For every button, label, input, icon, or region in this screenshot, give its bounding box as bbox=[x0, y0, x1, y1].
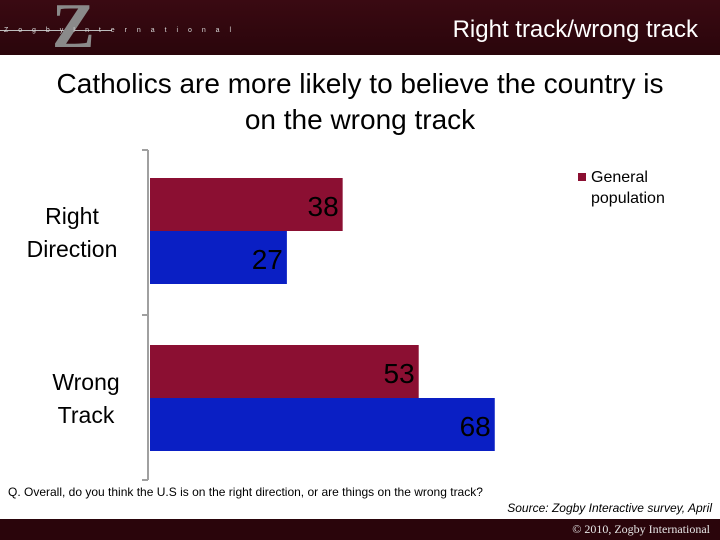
category-label-line: Wrong bbox=[52, 369, 120, 395]
logo-wordmark: Z o g b y I n t e r n a t i o n a l bbox=[4, 27, 236, 34]
category-label-wrong-track: Wrong Track bbox=[16, 366, 156, 432]
bar-series-1-2 bbox=[150, 345, 419, 398]
category-label-right-direction: Right Direction bbox=[2, 200, 142, 266]
footer-bar: © 2010, Zogby International bbox=[0, 519, 720, 540]
data-label: 68 bbox=[460, 411, 491, 442]
data-label: 53 bbox=[384, 358, 415, 389]
slide-title-line-2: on the wrong track bbox=[244, 104, 476, 135]
data-label: 38 bbox=[308, 191, 339, 222]
logo-rule bbox=[0, 30, 112, 31]
bar-series-2-2 bbox=[150, 398, 495, 451]
zogby-logo-icon: Z bbox=[52, 0, 95, 61]
data-label: 27 bbox=[252, 244, 283, 275]
slide-title: Catholics are more likely to believe the… bbox=[0, 66, 720, 138]
bar-series-1-1 bbox=[150, 178, 343, 231]
bar-series-2-1 bbox=[150, 231, 287, 284]
category-label-line: Right bbox=[45, 203, 99, 229]
category-label-line: Direction bbox=[26, 236, 118, 262]
source-note: Source: Zogby Interactive survey, April bbox=[507, 501, 712, 515]
survey-question: Q. Overall, do you think the U.S is on t… bbox=[8, 485, 483, 499]
copyright: © 2010, Zogby International bbox=[572, 522, 710, 536]
header-title: Right track/wrong track bbox=[452, 16, 698, 43]
slide-title-line-1: Catholics are more likely to believe the… bbox=[56, 68, 664, 99]
legend-swatch bbox=[578, 173, 586, 181]
header-bar: Z Z o g b y I n t e r n a t i o n a l Ri… bbox=[0, 0, 720, 61]
category-label-line: Track bbox=[57, 402, 115, 428]
legend-label: General population bbox=[591, 169, 665, 207]
